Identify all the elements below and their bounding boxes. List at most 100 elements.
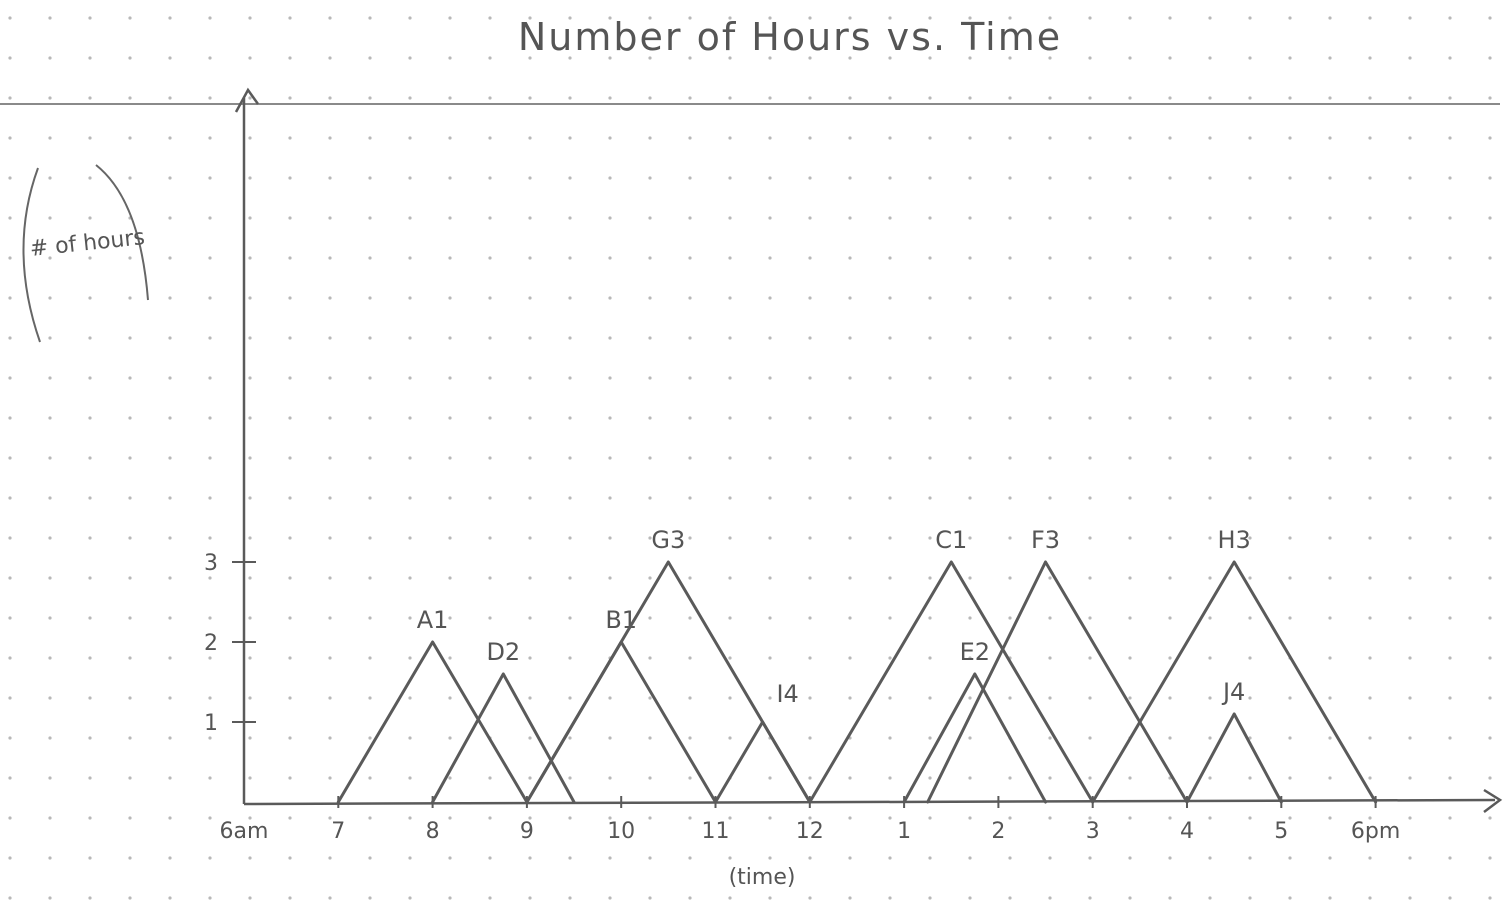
grid-dot <box>1488 136 1492 140</box>
grid-dot <box>328 776 332 780</box>
grid-dot <box>1088 736 1092 740</box>
grid-dot <box>8 136 12 140</box>
grid-dot <box>408 256 412 260</box>
grid-dot <box>608 96 612 100</box>
grid-dot <box>88 96 92 100</box>
grid-dot <box>528 96 532 100</box>
grid-dot <box>1088 456 1092 460</box>
grid-dot <box>608 776 612 780</box>
grid-dot <box>688 536 692 540</box>
grid-dot <box>208 216 212 220</box>
grid-dot <box>8 536 12 540</box>
grid-dot <box>528 56 532 60</box>
grid-dot <box>608 296 612 300</box>
grid-dot <box>88 816 92 820</box>
grid-dot <box>1368 656 1372 660</box>
grid-dot <box>528 536 532 540</box>
grid-dot <box>968 696 972 700</box>
grid-dot <box>448 416 452 420</box>
grid-dot <box>568 96 572 100</box>
grid-dot <box>928 16 932 20</box>
grid-dot <box>1328 536 1332 540</box>
grid-dot <box>1288 496 1292 500</box>
grid-dot <box>728 696 732 700</box>
grid-dot <box>48 216 52 220</box>
grid-dot <box>1128 136 1132 140</box>
grid-dot <box>1448 376 1452 380</box>
grid-dot <box>1208 496 1212 500</box>
grid-dot <box>208 536 212 540</box>
grid-dot <box>488 536 492 540</box>
grid-dot <box>8 496 12 500</box>
grid-dot <box>1088 776 1092 780</box>
grid-dot <box>1408 56 1412 60</box>
grid-dot <box>448 216 452 220</box>
grid-dot <box>608 456 612 460</box>
grid-dot <box>728 96 732 100</box>
grid-dot <box>1288 416 1292 420</box>
grid-dot <box>968 56 972 60</box>
grid-dot <box>1328 776 1332 780</box>
grid-dot <box>208 256 212 260</box>
grid-dot <box>1128 856 1132 860</box>
series-line-b1 <box>525 640 717 804</box>
grid-dot <box>1488 656 1492 660</box>
grid-dot <box>168 816 172 820</box>
grid-dot <box>368 336 372 340</box>
grid-dot <box>888 536 892 540</box>
grid-dot <box>1328 336 1332 340</box>
grid-dot <box>1128 696 1132 700</box>
grid-dot <box>1448 496 1452 500</box>
grid-dot <box>328 376 332 380</box>
grid-dot <box>1448 776 1452 780</box>
series-line-d2 <box>431 672 576 804</box>
grid-dot <box>528 736 532 740</box>
grid-dot <box>368 136 372 140</box>
grid-dot <box>1408 496 1412 500</box>
grid-dot <box>448 576 452 580</box>
grid-dot <box>608 696 612 700</box>
grid-dot <box>1368 576 1372 580</box>
grid-dot <box>368 696 372 700</box>
grid-dot <box>448 696 452 700</box>
grid-dot <box>168 216 172 220</box>
grid-dot <box>248 216 252 220</box>
grid-dot <box>1328 16 1332 20</box>
grid-dot <box>688 616 692 620</box>
grid-dot <box>1488 736 1492 740</box>
grid-dot <box>1448 136 1452 140</box>
grid-dot <box>888 736 892 740</box>
x-tick-label: 6pm <box>1351 819 1400 844</box>
grid-dot <box>888 696 892 700</box>
grid-dot <box>568 616 572 620</box>
grid-dot <box>408 216 412 220</box>
grid-dot <box>1448 576 1452 580</box>
grid-dot <box>88 456 92 460</box>
grid-dot <box>328 896 332 900</box>
series-label-e2: E2 <box>960 638 990 666</box>
grid-dot <box>1048 336 1052 340</box>
grid-dot <box>1048 176 1052 180</box>
grid-dot <box>368 816 372 820</box>
grid-dot <box>1248 96 1252 100</box>
grid-dot <box>1088 816 1092 820</box>
grid-dot <box>1248 416 1252 420</box>
grid-dot <box>128 136 132 140</box>
grid-dot <box>568 56 572 60</box>
grid-dot <box>1408 376 1412 380</box>
grid-dot <box>1408 176 1412 180</box>
grid-dot <box>1368 216 1372 220</box>
grid-dot <box>1128 336 1132 340</box>
grid-dot <box>1408 336 1412 340</box>
grid-dot <box>448 56 452 60</box>
grid-dot <box>728 536 732 540</box>
grid-dot <box>768 336 772 340</box>
grid-dot <box>848 336 852 340</box>
grid-dot <box>488 896 492 900</box>
grid-dot <box>1488 816 1492 820</box>
grid-dot <box>8 616 12 620</box>
grid-dot <box>208 736 212 740</box>
x-tick-label: 7 <box>331 819 345 844</box>
grid-dot <box>888 336 892 340</box>
grid-dot <box>888 56 892 60</box>
